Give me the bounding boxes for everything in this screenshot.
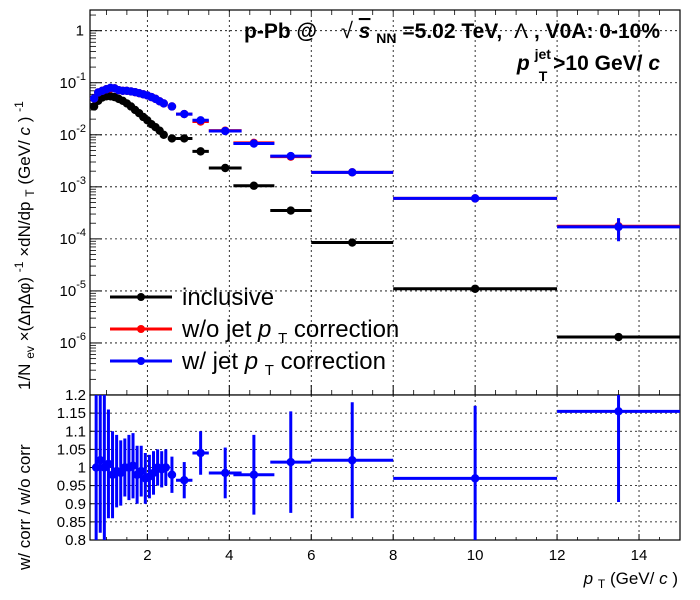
spectra-point [348, 168, 357, 177]
ratio-point [104, 459, 113, 469]
ratio-y-tick-label: 1.15 [57, 405, 86, 422]
spectra-point [159, 99, 168, 108]
title-particle: Λ [514, 20, 528, 43]
spectra-panel-frame [89, 9, 681, 396]
ratio-x-tick-label: 6 [307, 547, 315, 564]
spectra-point [167, 102, 177, 111]
spectra-y-tick-label: 10-1 [60, 71, 86, 92]
ratio-y-tick-label: 1 [78, 460, 86, 477]
legend: inclusive w/o jet p T correction w/ jet [110, 284, 399, 381]
spectra-point [470, 284, 480, 293]
spectra-y-tick-label: 10-4 [60, 227, 86, 248]
ratio-point [348, 456, 357, 465]
ratio-y-tick-label: 0.85 [57, 514, 86, 531]
spectra-point [180, 109, 189, 119]
ratio-y-tick-label: 1.2 [65, 387, 86, 404]
legend-marker-wo-corr [137, 325, 145, 333]
title-jet-sub: T [539, 68, 548, 84]
ratio-x-tick-label: 4 [225, 547, 233, 564]
spectra-series-0 [89, 92, 680, 342]
ratio-point [196, 448, 205, 458]
ratio-point [470, 474, 480, 483]
legend-text-inclusive: inclusive [182, 284, 274, 311]
spectra-y-tick-label: 10-6 [60, 331, 86, 352]
title-jet-cut: >10 GeV/ [553, 52, 642, 75]
spectra-point [614, 332, 623, 342]
spectra-ylabel: 1/N ev ×(ΔηΔφ) -1 ×dN/dp T (GeV/ c ) -1 [8, 101, 38, 390]
ratio-ylabel: w/ corr / w/o corr [15, 444, 34, 571]
spectra-point [89, 94, 99, 103]
spectra-point [180, 134, 189, 143]
ratio-x-tick-label: 8 [389, 547, 397, 564]
spectra-point [249, 181, 259, 190]
ratio-point [286, 457, 295, 467]
ratio-point [91, 463, 101, 472]
ratio-y-tick-label: 1.1 [65, 423, 86, 440]
spectra-point [196, 116, 205, 125]
spectra-point [348, 238, 357, 247]
ratio-point [96, 456, 105, 465]
ratio-xlabel: p T (GeV/ c ) [583, 569, 678, 592]
spectra-point [221, 126, 230, 136]
ratio-series [91, 395, 680, 540]
ratio-point [167, 470, 177, 479]
spectra-point [286, 206, 295, 215]
spectra-y-tick-label: 1 [76, 23, 84, 40]
legend-text-w-corr: w/ jet p T correction [181, 348, 386, 381]
legend-marker-inclusive [137, 293, 145, 301]
title-energy-sub: NN [376, 30, 396, 46]
ratio-point [221, 468, 230, 478]
ratio-ticks: 2 4 6 8 10 12 14 0.80.850.90.951 1.051.11.151.2 [57, 387, 681, 564]
ratio-x-tick-label: 14 [631, 547, 648, 564]
ratio-y-tick-label: 0.95 [57, 478, 86, 495]
ratio-point [180, 475, 189, 485]
ratio-point [161, 463, 170, 472]
spectra-marks [89, 83, 680, 342]
ratio-x-tick-label: 12 [549, 547, 566, 564]
ratio-point [614, 407, 623, 416]
ratio-x-tick-label: 10 [467, 547, 484, 564]
spectra-y-tick-label: 10-2 [60, 123, 86, 144]
ratio-y-tick-label: 1.05 [57, 441, 86, 458]
spectra-point [196, 147, 205, 156]
spectra-grid [90, 10, 680, 395]
plot-title-line2: p jet T >10 GeV/ c [516, 41, 660, 86]
legend-marker-w-corr [137, 357, 145, 365]
title-jet-sup: jet [534, 46, 552, 62]
ratio-x-tick-label: 2 [143, 547, 151, 564]
spectra-point [286, 151, 295, 161]
legend-entry-wo-corr: w/o jet p T correction [110, 316, 399, 349]
spectra-point [159, 130, 168, 139]
title-jet-var: p [516, 52, 530, 75]
legend-entry-inclusive: inclusive [110, 284, 274, 311]
title-system: p-Pb @ [244, 20, 317, 43]
spectra-series-2 [89, 83, 680, 242]
ratio-y-tick-label: 0.8 [65, 532, 86, 549]
title-energy-label: s [359, 20, 371, 43]
spectra-point [249, 139, 259, 148]
ratio-point [137, 466, 146, 476]
legend-entry-w-corr: w/ jet p T correction [110, 348, 386, 381]
spectra-point [470, 194, 480, 203]
spectra-point [614, 222, 623, 232]
spectra-point [221, 163, 230, 173]
ratio-point [249, 470, 259, 479]
plot-title-line1: p-Pb @ √ s NN =5.02 TeV, Λ , V0A: 0-10% [244, 18, 660, 48]
title-centrality: , V0A: 0-10% [534, 20, 660, 43]
ratio-marks [91, 395, 680, 540]
title-energy-value: =5.02 TeV, [402, 20, 502, 43]
spectra-y-tick-label: 10-5 [60, 279, 86, 300]
title-jet-unit: c [648, 52, 660, 75]
ratio-grid [90, 394, 680, 541]
ratio-y-tick-label: 0.9 [65, 496, 86, 513]
spectra-y-tick-label: 10-3 [60, 175, 86, 196]
legend-text-wo-corr: w/o jet p T correction [181, 316, 399, 349]
spectra-point [167, 134, 177, 143]
ratio-point [128, 461, 138, 470]
